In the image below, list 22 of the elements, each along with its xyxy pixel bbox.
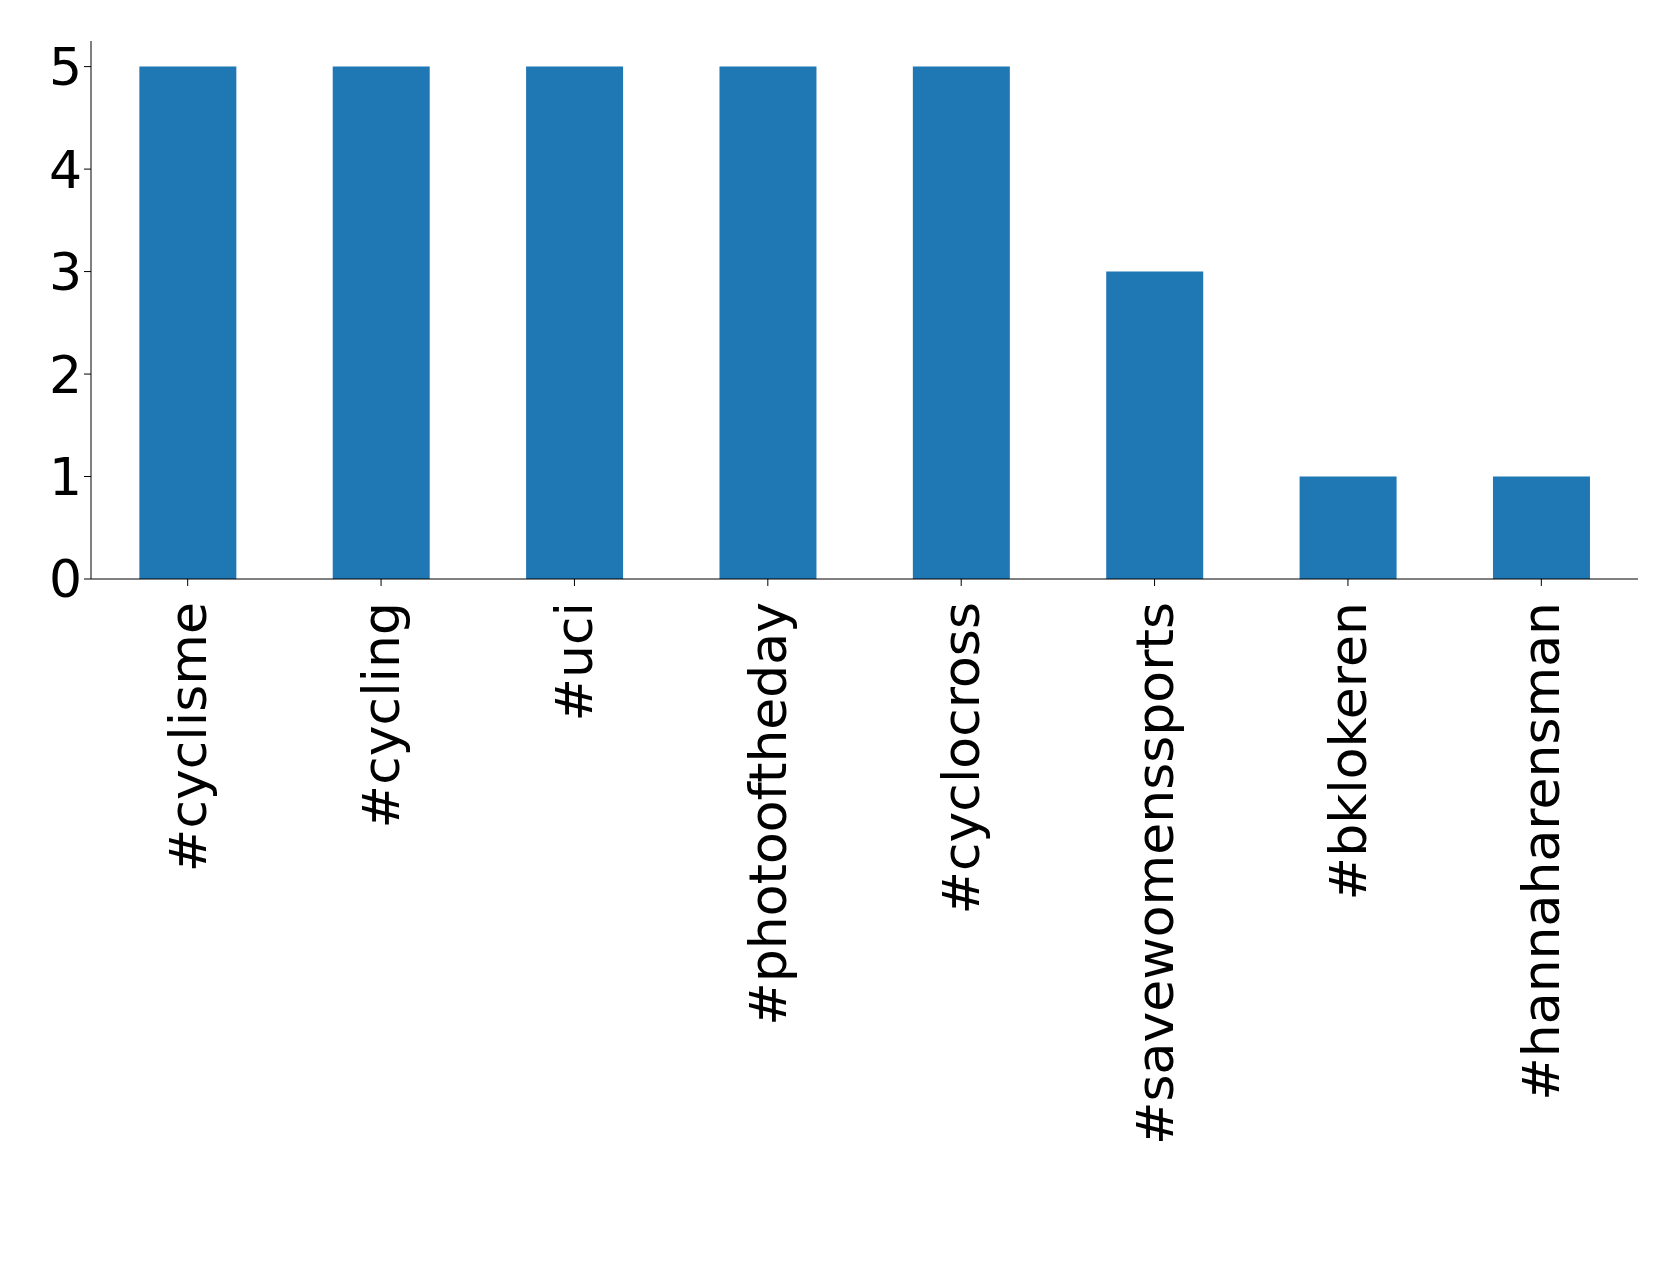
x-tick-label: #cycling	[351, 602, 412, 829]
bar	[1299, 476, 1397, 579]
x-tick-label: #photooftheday	[737, 602, 798, 1026]
y-tick-label: 5	[48, 37, 82, 98]
bar	[912, 66, 1010, 579]
bar	[526, 66, 624, 579]
bar	[1106, 271, 1204, 579]
x-tick-label: #hannaharensman	[1511, 602, 1572, 1101]
x-tick-label: #cyclisme	[157, 602, 218, 873]
y-tick-label: 3	[48, 242, 82, 303]
y-tick-label: 2	[48, 344, 82, 405]
y-tick-label: 0	[48, 549, 82, 610]
x-tick-label: #bklokeren	[1317, 602, 1378, 901]
bar	[719, 66, 817, 579]
bar	[139, 66, 237, 579]
x-tick-label: #uci	[544, 602, 605, 722]
bar	[1492, 476, 1590, 579]
y-tick-label: 4	[48, 139, 82, 200]
x-tick-label: #cyclocross	[931, 602, 992, 915]
y-tick-label: 1	[48, 446, 82, 507]
x-tick-label: #savewomenssports	[1124, 602, 1185, 1146]
bar	[332, 66, 430, 579]
